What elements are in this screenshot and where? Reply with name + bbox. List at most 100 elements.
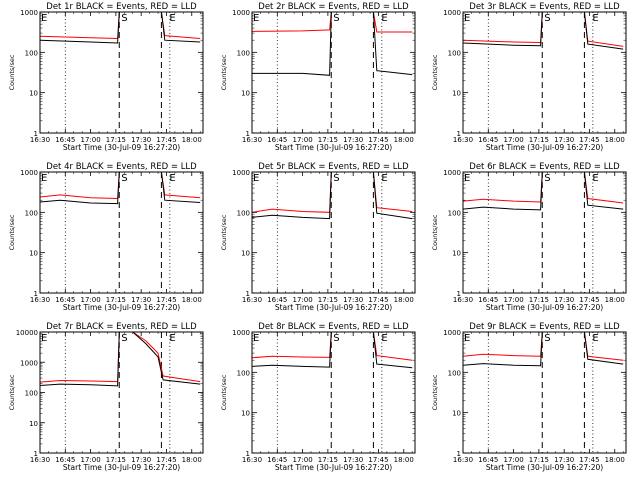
x-tick-label: 16:30 [242,136,262,144]
x-tick-label: 18:00 [394,136,414,144]
y-tick-label: 1 [457,290,461,298]
y-tick-label: 100 [25,49,38,57]
start-marker-e: E [464,333,470,344]
y-tick-label: 10 [241,90,250,98]
y-tick-label: 10 [452,410,461,418]
y-axis-label: Counts/sec [8,374,16,410]
x-tick-label: 17:00 [80,456,100,464]
x-tick-label: 17:30 [131,136,151,144]
x-tick-label: 18:00 [605,136,625,144]
plot-frame [251,11,416,134]
x-tick-label: 17:00 [503,136,523,144]
y-tick-label: 1000 [443,169,461,177]
x-tick-label: 17:30 [131,456,151,464]
y-tick-label: 100 [448,369,461,377]
plot-frame [39,331,204,454]
panel-det-5r: Det 5r BLACK = Events, RED = LLD Counts/s… [220,162,416,312]
panel-title: Det 3r BLACK = Events, RED = LLD [469,2,620,12]
y-tick-label: 10 [29,90,38,98]
y-tick-label: 1000 [232,169,250,177]
x-tick-label: 17:30 [131,296,151,304]
saa-end-marker-e: E [381,173,387,184]
plot-frame [462,11,627,134]
start-marker-e: E [41,173,47,184]
panel-det-6r: Det 6r BLACK = Events, RED = LLD Counts/s… [431,162,627,312]
y-axis-label: Counts/sec [431,214,439,250]
x-tick-label: 17:00 [503,456,523,464]
y-tick-label: 1 [246,290,250,298]
x-tick-label: 17:15 [106,296,126,304]
x-tick-label: 16:30 [30,136,50,144]
x-tick-label: 17:15 [529,296,549,304]
x-tick-label: 16:45 [267,296,287,304]
saa-end-marker-e: E [592,173,598,184]
panel-title: Det 8r BLACK = Events, RED = LLD [258,322,409,332]
saa-start-marker-s: S [121,333,127,344]
x-tick-label: 18:00 [605,296,625,304]
x-tick-label: 17:45 [368,456,388,464]
x-tick-label: 17:15 [529,456,549,464]
y-tick-label: 10 [452,90,461,98]
x-tick-label: 16:30 [242,456,262,464]
series-line-lld [462,331,624,361]
saa-end-marker-e: E [381,333,387,344]
series-line-events [251,331,413,369]
y-axis-label: Counts/sec [8,214,16,250]
y-axis-label: Counts/sec [431,54,439,90]
y-axis-label: Counts/sec [431,374,439,410]
saa-end-marker-e: E [381,13,387,24]
y-tick-label: 10 [241,250,250,258]
start-marker-e: E [464,173,470,184]
y-tick-label: 1000 [20,9,38,17]
x-tick-label: 18:00 [182,456,202,464]
series-line-lld [251,11,413,33]
x-tick-label: 16:45 [478,456,498,464]
x-tick-label: 16:30 [453,456,473,464]
x-tick-label: 17:15 [318,456,338,464]
y-tick-label: 100 [25,209,38,217]
x-axis-label: Start Time (30-Jul-09 16:27:20) [63,303,180,312]
y-tick-label: 10 [29,420,38,428]
saa-start-marker-s: S [121,13,127,24]
x-tick-label: 17:45 [156,456,176,464]
x-tick-label: 17:30 [343,296,363,304]
y-tick-label: 1000 [443,9,461,17]
series-line-lld [251,171,413,213]
panel-det-7r: Det 7r BLACK = Events, RED = LLD Counts/s… [8,322,204,472]
saa-end-marker-e: E [592,13,598,24]
start-marker-e: E [253,173,259,184]
y-tick-label: 100 [448,209,461,217]
x-axis-label: Start Time (30-Jul-09 16:27:20) [486,303,603,312]
plot-frame [462,171,627,294]
series-line-events [251,171,413,220]
x-tick-label: 17:15 [318,296,338,304]
plot-frame [251,171,416,294]
x-tick-label: 16:45 [55,296,75,304]
panel-title: Det 6r BLACK = Events, RED = LLD [469,162,620,172]
plot-frame [251,331,416,454]
x-tick-label: 17:30 [343,136,363,144]
saa-end-marker-e: E [169,13,175,24]
y-tick-label: 100 [25,390,38,398]
y-axis-label: Counts/sec [220,374,228,410]
saa-start-marker-s: S [544,333,550,344]
saa-end-marker-e: E [169,173,175,184]
x-tick-label: 17:45 [156,296,176,304]
x-tick-label: 16:30 [30,456,50,464]
x-axis-label: Start Time (30-Jul-09 16:27:20) [486,143,603,152]
y-tick-label: 10 [452,250,461,258]
panel-det-2r: Det 2r BLACK = Events, RED = LLD Counts/s… [220,2,416,152]
start-marker-e: E [253,333,259,344]
x-tick-label: 16:45 [55,136,75,144]
saa-start-marker-s: S [333,333,339,344]
series-line-lld [39,171,201,200]
y-tick-label: 1000 [232,9,250,17]
y-tick-label: 1000 [20,359,38,367]
x-tick-label: 17:15 [106,136,126,144]
series-line-events [462,331,624,367]
x-tick-label: 16:45 [478,136,498,144]
y-tick-label: 1 [34,290,38,298]
x-tick-label: 17:15 [318,136,338,144]
y-axis-label: Counts/sec [220,214,228,250]
